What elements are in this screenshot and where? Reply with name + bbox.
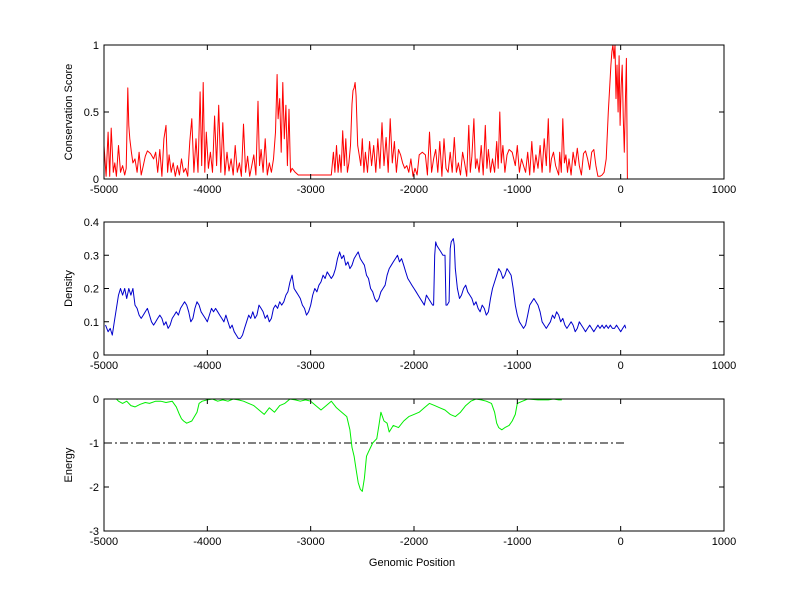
density-ylabel: Density bbox=[63, 270, 75, 307]
density-ytick-label: 0.3 bbox=[84, 250, 99, 262]
energy-panel: -5000 -4000 -3000 -2000 -1000 0 1000 -3 -2 -1 0 Ene… bbox=[63, 394, 736, 569]
conservation-xtick-label: 0 bbox=[618, 184, 624, 196]
density-xtick-label: -3000 bbox=[297, 360, 325, 372]
energy-xtick-label: -4000 bbox=[193, 536, 221, 548]
conservation-xtick-label: -1000 bbox=[503, 184, 531, 196]
density-ytick-label: 0 bbox=[93, 350, 99, 362]
conservation-xtick-label: 1000 bbox=[712, 184, 736, 196]
density-xtick-label: -1000 bbox=[503, 360, 531, 372]
energy-series-line bbox=[116, 399, 562, 492]
density-xtick-label: -2000 bbox=[400, 360, 428, 372]
conservation-series-line bbox=[104, 45, 724, 179]
density-xtick-label: -4000 bbox=[193, 360, 221, 372]
subplots: -5000 -4000 -3000 -2000 -1000 0 100000.51Conse… bbox=[63, 40, 736, 569]
conservation-xtick-label: -4000 bbox=[193, 184, 221, 196]
conservation-xtick-label: -3000 bbox=[297, 184, 325, 196]
energy-xlabel: Genomic Position bbox=[369, 557, 455, 569]
density-series-line bbox=[105, 238, 627, 339]
density-ytick-label: 0.1 bbox=[84, 317, 99, 329]
energy-xtick-label: -1000 bbox=[503, 536, 531, 548]
density-xtick-label: -5000 bbox=[90, 360, 118, 372]
conservation-xtick-label: -2000 bbox=[400, 184, 428, 196]
energy-ytick-label: -1 bbox=[89, 438, 99, 450]
conservation-ylabel: Conservation Score bbox=[63, 64, 75, 161]
conservation-ytick-label: 0 bbox=[93, 174, 99, 186]
energy-xtick-label: 1000 bbox=[712, 536, 736, 548]
energy-xtick-label: -3000 bbox=[297, 536, 325, 548]
density-panel: -5000 -4000 -3000 -2000 -1000 0 1000 0 0.1 0.2 0.3… bbox=[63, 217, 736, 372]
density-xtick-label: 0 bbox=[618, 360, 624, 372]
energy-ytick-label: -3 bbox=[89, 526, 99, 538]
conservation-ytick-label: 1 bbox=[93, 40, 99, 52]
density-ytick-label: 0.2 bbox=[84, 284, 99, 296]
conservation-ytick-label: 0.5 bbox=[84, 107, 99, 119]
density-ytick-label: 0.4 bbox=[84, 217, 99, 229]
energy-ytick-label: -2 bbox=[89, 482, 99, 494]
conservation-panel: -5000 -4000 -3000 -2000 -1000 0 1000 0 0.5 1 Conse… bbox=[63, 40, 736, 196]
density-xtick-label: 1000 bbox=[712, 360, 736, 372]
energy-ylabel: Energy bbox=[63, 447, 75, 482]
energy-xtick-label: 0 bbox=[618, 536, 624, 548]
energy-ytick-label: 0 bbox=[93, 394, 99, 406]
conservation-xtick-label: -5000 bbox=[90, 184, 118, 196]
energy-xtick-label: -2000 bbox=[400, 536, 428, 548]
energy-xtick-label: -5000 bbox=[90, 536, 118, 548]
